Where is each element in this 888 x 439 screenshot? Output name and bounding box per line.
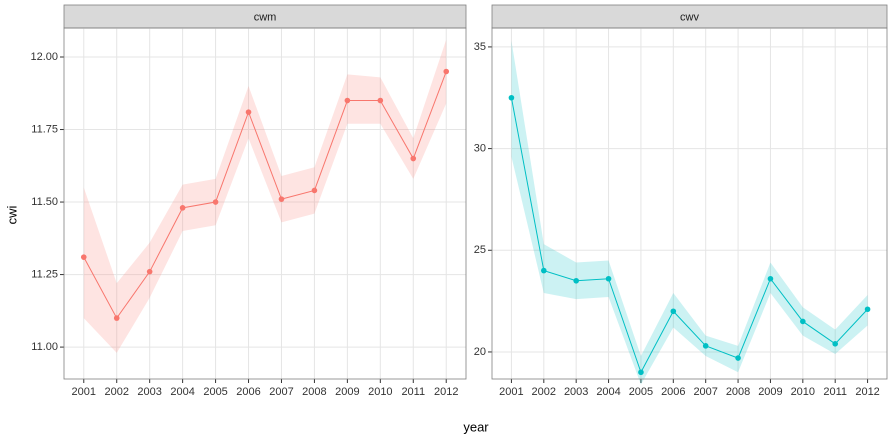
data-point bbox=[377, 97, 384, 104]
data-point bbox=[670, 308, 677, 315]
data-point bbox=[638, 369, 644, 376]
data-point bbox=[344, 97, 351, 104]
x-tick-label: 2002 bbox=[104, 386, 128, 398]
x-tick-label: 2003 bbox=[564, 386, 588, 398]
data-point bbox=[212, 199, 219, 205]
x-tick-label: 2010 bbox=[791, 386, 815, 398]
y-tick-label: 11.25 bbox=[31, 268, 58, 280]
data-point bbox=[832, 341, 838, 347]
y-tick-label: 30 bbox=[474, 142, 486, 154]
x-tick-label: 2003 bbox=[137, 386, 161, 398]
data-point bbox=[179, 205, 186, 211]
data-point bbox=[735, 355, 741, 361]
x-tick-label: 2006 bbox=[661, 386, 685, 398]
y-axis-label: cwi bbox=[4, 206, 19, 225]
x-axis-label: year bbox=[463, 419, 489, 434]
data-line bbox=[83, 71, 447, 320]
y-tick-label: 12.00 bbox=[30, 51, 58, 63]
y-tick-label: 35 bbox=[474, 41, 486, 53]
data-point bbox=[443, 68, 450, 75]
x-tick-label: 2009 bbox=[758, 386, 782, 398]
panel-background bbox=[492, 28, 887, 379]
x-tick-label: 2010 bbox=[368, 386, 392, 398]
panel-border bbox=[491, 27, 888, 380]
panel-background bbox=[64, 28, 466, 379]
strip-label: cwm bbox=[254, 11, 277, 23]
data-point bbox=[864, 306, 871, 313]
data-point bbox=[541, 267, 547, 274]
strip-label: cwv bbox=[680, 11, 699, 23]
x-tick-label: 2004 bbox=[596, 386, 620, 398]
data-line bbox=[510, 97, 868, 374]
x-tick-label: 2006 bbox=[236, 386, 260, 398]
data-point bbox=[702, 343, 709, 349]
panel-border bbox=[63, 27, 467, 380]
x-tick-label: 2011 bbox=[401, 386, 425, 398]
data-point bbox=[245, 109, 252, 115]
data-point bbox=[800, 318, 806, 325]
x-tick-label: 2005 bbox=[629, 386, 653, 398]
x-tick-label: 2005 bbox=[203, 386, 227, 398]
data-point bbox=[113, 315, 120, 321]
y-tick-label: 11.50 bbox=[31, 196, 58, 208]
data-point bbox=[767, 275, 774, 282]
data-point bbox=[80, 254, 87, 260]
x-tick-label: 2012 bbox=[434, 386, 458, 398]
data-point bbox=[573, 277, 579, 284]
x-tick-label: 2007 bbox=[269, 386, 293, 398]
x-tick-label: 2002 bbox=[532, 386, 556, 398]
data-point bbox=[311, 187, 318, 194]
x-tick-label: 2011 bbox=[823, 386, 847, 398]
confidence-ribbon bbox=[511, 40, 868, 385]
x-tick-label: 2009 bbox=[335, 386, 359, 398]
x-tick-label: 2001 bbox=[72, 386, 96, 398]
y-tick-label: 25 bbox=[474, 244, 486, 256]
data-point bbox=[605, 275, 612, 282]
x-tick-label: 2001 bbox=[499, 386, 523, 398]
y-tick-label: 20 bbox=[474, 346, 486, 358]
x-tick-label: 2007 bbox=[693, 386, 717, 398]
data-point bbox=[278, 196, 285, 202]
x-tick-label: 2008 bbox=[726, 386, 750, 398]
data-point bbox=[508, 94, 515, 101]
y-tick-label: 11.00 bbox=[31, 341, 58, 353]
confidence-ribbon bbox=[83, 39, 447, 353]
x-tick-label: 2012 bbox=[855, 386, 879, 398]
y-tick-label: 11.75 bbox=[31, 123, 58, 135]
x-tick-label: 2004 bbox=[170, 386, 194, 398]
data-point bbox=[146, 268, 153, 275]
x-tick-label: 2008 bbox=[302, 386, 326, 398]
data-point bbox=[410, 155, 417, 162]
